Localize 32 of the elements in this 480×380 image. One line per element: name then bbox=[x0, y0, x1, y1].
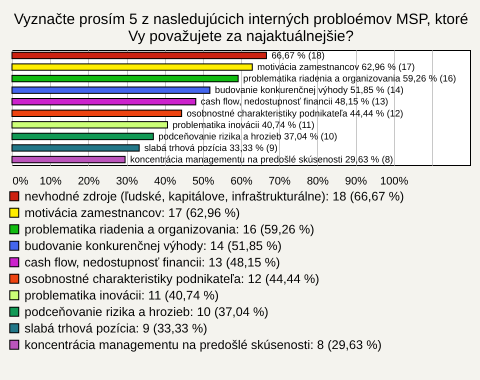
data-label: 66,67 % (18) bbox=[271, 50, 325, 60]
data-label: slabá trhová pozícia 33,33 % (9) bbox=[144, 142, 278, 153]
x-tick-label: 40% bbox=[154, 176, 176, 188]
legend-label: nevhodné zdroje (ľudské, kapitálove, infraštrukturálne): 18 (66,67 %) bbox=[24, 189, 404, 204]
legend-label: slabá trhová pozícia: 9 (33,33 %) bbox=[24, 321, 208, 336]
data-label: osobnostné charakteristiky podnikateľa 44,44 % (12) bbox=[186, 108, 404, 118]
x-tick-label: 60% bbox=[230, 176, 253, 188]
legend-label: budovanie konkurenčnej výhody: 14 (51,85 %) bbox=[24, 238, 282, 253]
data-label: koncentrácia managementu na predošlé skúsenosti 29,63 % (8) bbox=[130, 154, 394, 165]
data-label: problematika inovácii 40,74 % (11) bbox=[172, 120, 314, 130]
x-tick-label: 0% bbox=[12, 176, 29, 188]
data-label: motivácia zamestnancov 62,96 % (17) bbox=[257, 62, 415, 72]
chart-title: Vyznačte prosím 5 z nasledujúcich interných probloémov MSP, ktoré Vy považujete za najaktuálnejšie? bbox=[14, 11, 468, 45]
legend-label: cash flow, nedostupnosť financii: 13 (48,15 %) bbox=[24, 255, 280, 270]
data-label: problematika riadenia a organizovania 59,26 % (16) bbox=[243, 74, 456, 84]
legend-label: problematika riadenia a organizovania: 16 (59,26 %) bbox=[24, 222, 314, 236]
data-label: podceňovanie rizika a hrozieb 37,04 % (10) bbox=[158, 131, 338, 142]
x-tick-label: 10% bbox=[40, 176, 62, 188]
x-tick-label: 50% bbox=[192, 176, 215, 188]
x-tick-label: 30% bbox=[116, 176, 138, 188]
data-label: budovanie konkurenčnej výhody 51,85 % (14) bbox=[214, 85, 404, 96]
legend-label: podceňovanie rizika a hrozieb: 10 (37,04 %) bbox=[24, 304, 268, 319]
x-tick-label: 90% bbox=[344, 176, 368, 188]
x-tick-label: 20% bbox=[78, 176, 100, 188]
legend-label: koncentrácia managementu na predošlé skúsenosti: 8 (29,63 %) bbox=[24, 338, 382, 352]
x-tick-label: 70% bbox=[268, 176, 291, 188]
x-tick-label: 80% bbox=[306, 176, 330, 188]
data-label: cash flow, nedostupnosť financii 48,15 % (13) bbox=[200, 96, 388, 107]
legend-label: osobnostné charakteristiky podnikateľa: 12 (44,44 %) bbox=[24, 272, 320, 286]
legend-label: problematika inovácii: 11 (40,74 %) bbox=[24, 288, 219, 302]
x-tick-label: 100% bbox=[380, 176, 408, 188]
legend-label: motivácia zamestnancov: 17 (62,96 %) bbox=[24, 206, 240, 220]
